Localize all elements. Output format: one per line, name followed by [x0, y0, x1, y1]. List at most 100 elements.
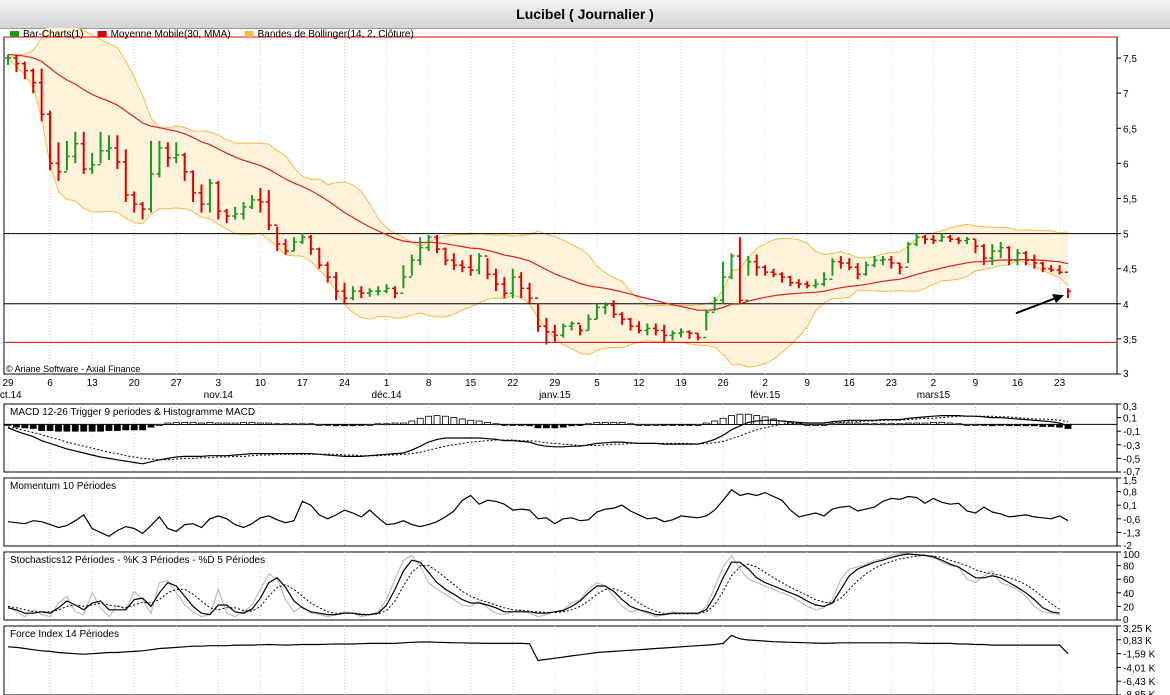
- macd-histogram-bar: [282, 423, 290, 426]
- macd-histogram-bar: [450, 417, 458, 425]
- macd-histogram-bar: [753, 415, 761, 425]
- macd-histogram-bar: [1056, 423, 1063, 428]
- macd-histogram-bar: [315, 423, 323, 426]
- price-bar: [551, 324, 558, 343]
- x-day-label: 22: [507, 378, 519, 389]
- y-tick-label: 6: [1123, 159, 1129, 170]
- price-bar: [635, 321, 642, 334]
- price-bar: [156, 140, 163, 178]
- price-bar: [753, 254, 760, 276]
- macd-histogram-bar: [307, 423, 315, 426]
- price-bar: [1022, 251, 1029, 266]
- macd-histogram-bar: [879, 423, 887, 426]
- price-bar: [232, 206, 239, 220]
- price-bar: [1048, 265, 1055, 273]
- macd-histogram-bar: [357, 423, 365, 426]
- y-tick-label: 4: [1123, 300, 1129, 311]
- x-day-label: 29: [549, 378, 561, 389]
- y-tick-label: 0: [1123, 615, 1129, 626]
- macd-histogram-bar: [921, 422, 929, 425]
- price-bar: [686, 330, 693, 339]
- macd-histogram-bar: [829, 423, 836, 426]
- macd-histogram-bar: [458, 418, 466, 425]
- price-bar: [1056, 265, 1063, 275]
- price-bar: [240, 201, 247, 220]
- macd-histogram-bar: [366, 423, 374, 426]
- price-bar: [829, 258, 836, 280]
- macd-histogram-bar: [643, 423, 651, 426]
- macd-histogram-bar: [972, 423, 979, 426]
- price-bar: [223, 209, 230, 224]
- macd-histogram-bar: [156, 423, 163, 426]
- x-month-label: déc.14: [372, 390, 402, 401]
- price-bar: [619, 312, 626, 325]
- price-bar: [593, 303, 600, 320]
- x-day-label: 15: [465, 378, 477, 389]
- price-bar: [114, 135, 121, 169]
- price-bar: [669, 330, 676, 341]
- price-bar: [854, 263, 861, 280]
- price-bar: [206, 178, 213, 213]
- price-bar: [391, 286, 398, 299]
- macd-histogram-bar: [576, 423, 584, 426]
- macd-histogram-bar: [845, 422, 853, 425]
- price-bar: [795, 279, 802, 289]
- price-bar: [728, 253, 735, 280]
- macd-histogram-bar: [719, 417, 727, 425]
- x-day-label: 13: [87, 378, 99, 389]
- y-tick-label: 40: [1123, 589, 1135, 600]
- macd-histogram-bar: [484, 421, 491, 425]
- y-tick-label: 1,5: [1123, 476, 1137, 487]
- legend-swatch: [244, 31, 254, 37]
- macd-histogram-bar: [324, 423, 332, 426]
- macd-histogram-bar: [568, 423, 576, 427]
- y-tick-label: -1,3: [1123, 528, 1141, 539]
- macd-histogram-bar: [803, 423, 811, 426]
- price-bar: [358, 286, 365, 299]
- price-bar: [560, 323, 567, 338]
- price-bar: [871, 256, 878, 268]
- y-tick-label: 4,5: [1123, 265, 1137, 276]
- x-day-label: 5: [594, 378, 600, 389]
- x-day-label: 26: [718, 378, 730, 389]
- price-bar: [913, 233, 920, 247]
- price-bar: [1031, 254, 1038, 269]
- x-month-label: nov.14: [204, 390, 234, 401]
- price-bar: [122, 149, 129, 202]
- price-bar: [299, 233, 306, 245]
- price-bar: [627, 317, 634, 331]
- macd-histogram-bar: [467, 419, 475, 425]
- price-bar: [964, 237, 971, 245]
- macd-histogram-bar: [736, 413, 744, 425]
- macd-histogram-bar: [97, 423, 104, 432]
- panel-title: Momentum 10 Périodes: [10, 481, 116, 492]
- price-bar: [837, 256, 844, 269]
- macd-histogram-bar: [812, 423, 820, 426]
- price-bar: [131, 191, 138, 213]
- y-tick-label: 20: [1123, 602, 1135, 613]
- macd-histogram-bar: [164, 422, 172, 425]
- macd-histogram-bar: [38, 423, 46, 431]
- price-bar: [762, 265, 769, 276]
- price-bar: [846, 258, 853, 271]
- macd-histogram-bar: [88, 423, 96, 432]
- macd-histogram-bar: [408, 420, 416, 425]
- macd-histogram-bar: [1022, 423, 1030, 427]
- macd-histogram-bar: [997, 423, 1005, 426]
- force-index-panel: 3,25 K0,83 K -1,59 K -4,01 K -6,43 K -8,85 K…: [3, 624, 1156, 695]
- macd-histogram-bar: [627, 423, 634, 426]
- macd-histogram-bar: [55, 423, 62, 432]
- macd-histogram-bar: [820, 423, 828, 426]
- macd-histogram-bar: [290, 423, 298, 426]
- price-bar: [139, 201, 146, 220]
- y-tick-label: -0,5: [1123, 454, 1141, 465]
- price-bar: [333, 272, 340, 301]
- macd-histogram-bar: [702, 422, 710, 425]
- price-bar: [55, 142, 62, 181]
- macd-histogram-bar: [593, 421, 601, 425]
- x-day-label: 20: [129, 378, 141, 389]
- x-day-label: 23: [886, 378, 898, 389]
- price-bar: [501, 277, 508, 299]
- legend-item: Bandes de Bollinger(14, 2, Clôture): [244, 29, 414, 40]
- macd-histogram-bar: [913, 422, 920, 425]
